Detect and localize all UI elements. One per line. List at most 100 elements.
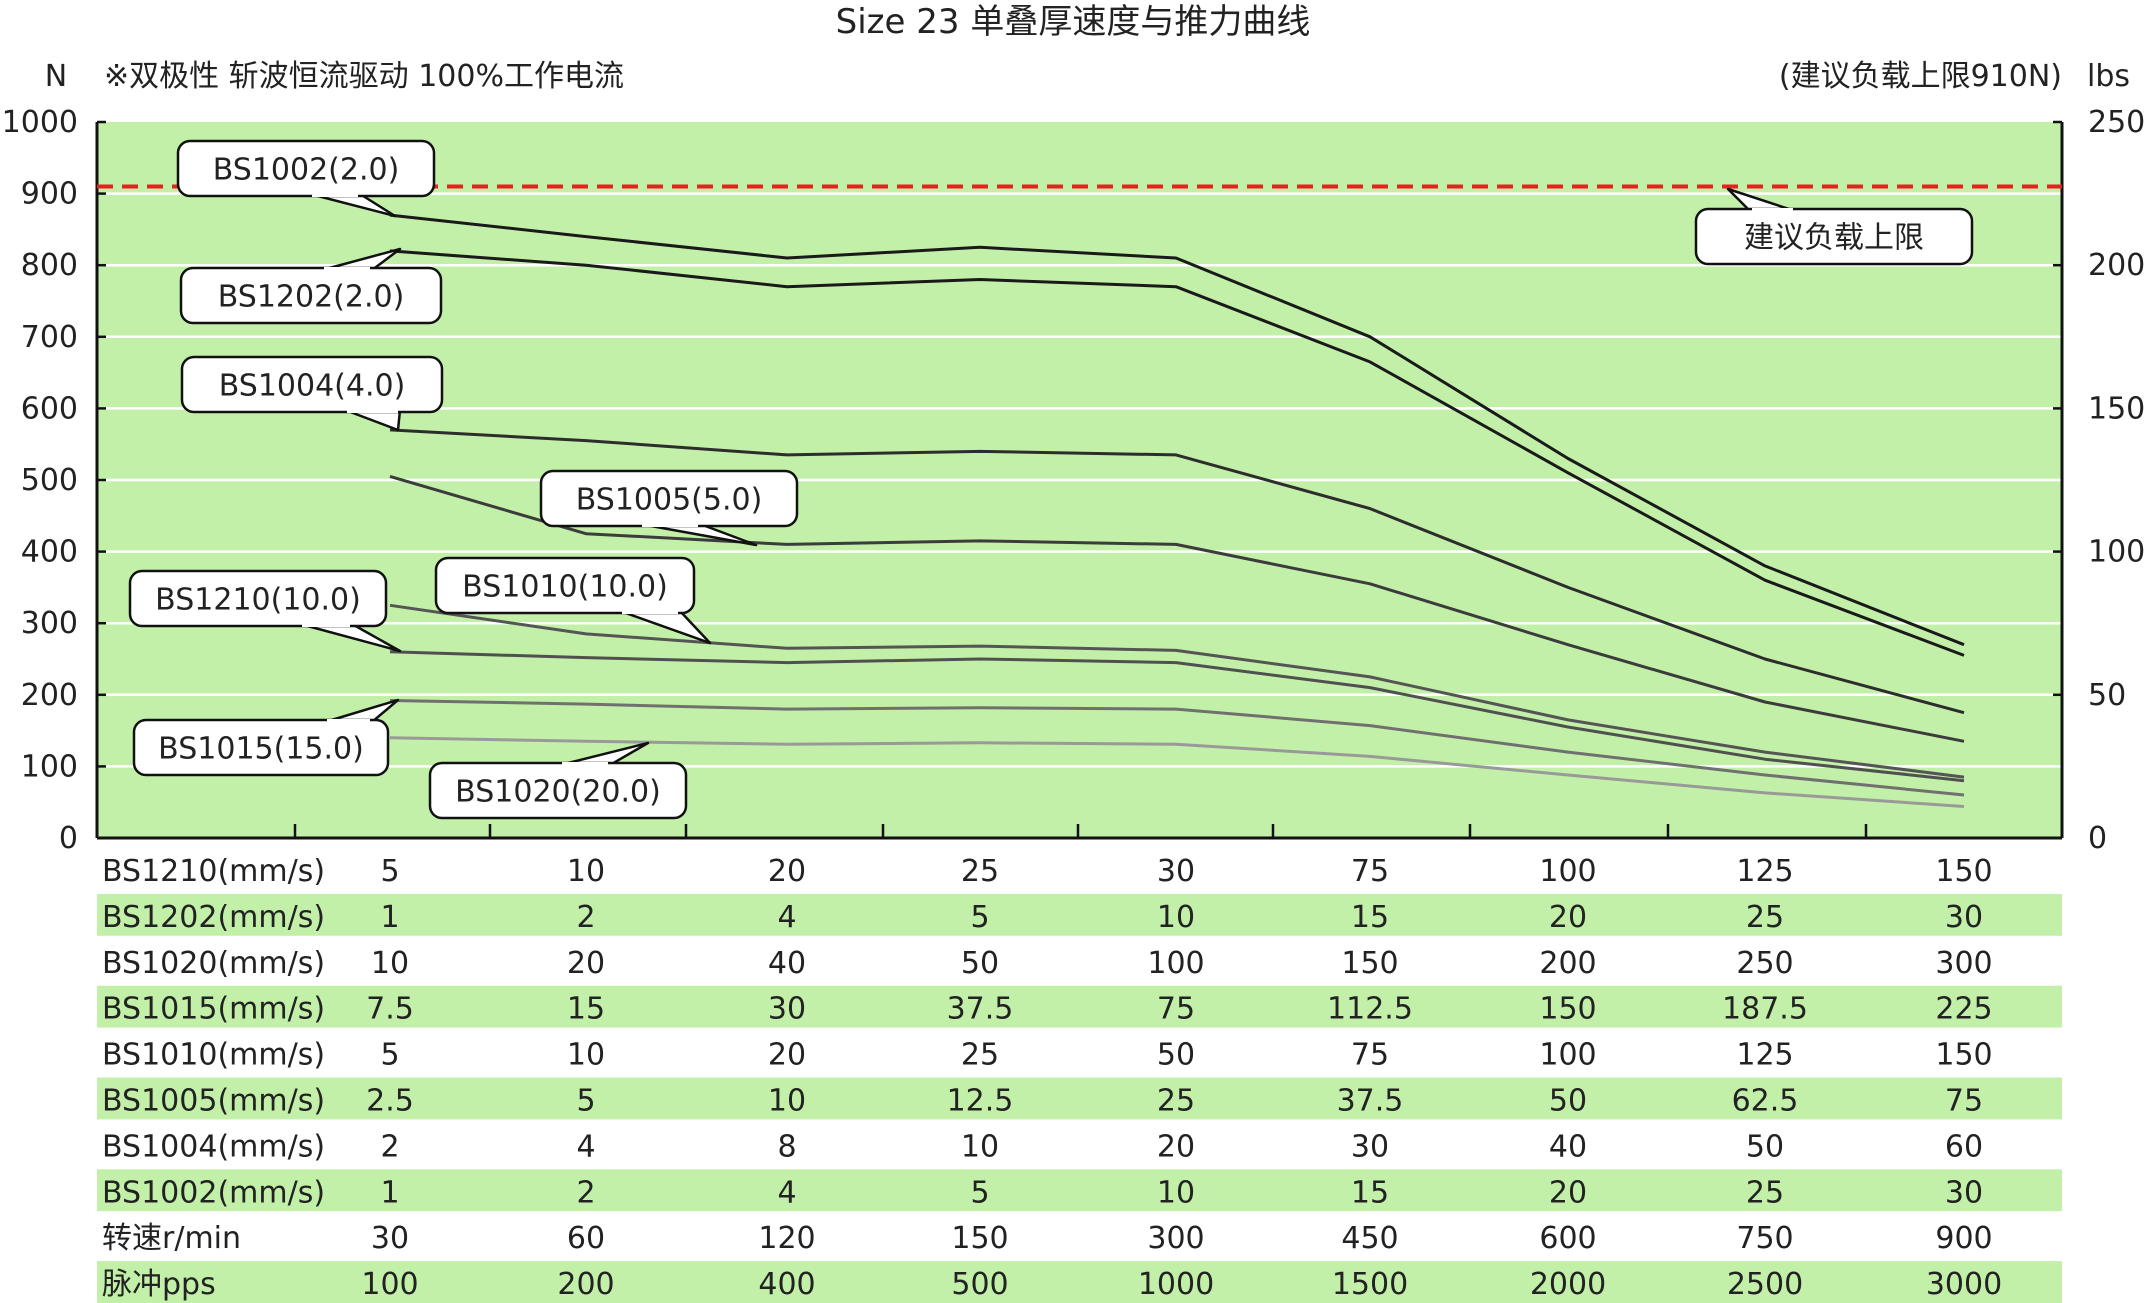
table-row-label: BS1210(mm/s) (102, 854, 325, 889)
callout-bs1020: BS1020(20.0) (428, 741, 688, 820)
callout-bs1015: BS1015(15.0) (132, 698, 400, 777)
table-cell: 10 (768, 1083, 806, 1118)
table-cell: 10 (371, 946, 409, 981)
table-cell: 15 (1351, 1175, 1389, 1210)
callout-load-limit: 建议负载上限 (1694, 187, 1974, 266)
table-cell: 75 (1351, 1038, 1389, 1073)
table-cell: 10 (961, 1129, 999, 1164)
series-line (389, 650, 1965, 783)
table-cell: 200 (1539, 946, 1596, 981)
table-cell: 112.5 (1327, 992, 1413, 1027)
series-line (389, 474, 1965, 743)
left-tick-label: 600 (21, 391, 78, 426)
callout-box (180, 355, 444, 414)
callout-label: BS1005(5.0) (576, 483, 763, 518)
table-cell: 30 (1351, 1129, 1389, 1164)
right-tick-label: 150 (2088, 391, 2145, 426)
right-tick-label: 100 (2088, 535, 2145, 570)
table-cell: 2 (380, 1129, 399, 1164)
table-cell: 400 (758, 1267, 815, 1302)
table-cell: 20 (1549, 1175, 1587, 1210)
table-cell: 100 (1539, 1038, 1596, 1073)
table-row-label: 脉冲pps (102, 1267, 216, 1302)
table-cell: 75 (1351, 854, 1389, 889)
table-cell: 250 (1736, 946, 1793, 981)
table-cell: 50 (1549, 1083, 1587, 1118)
table-cell: 150 (1935, 854, 1992, 889)
callout-box (132, 718, 390, 777)
table-cell: 75 (1157, 992, 1195, 1027)
series-line (389, 428, 1965, 715)
table-cell: 1000 (1138, 1267, 1214, 1302)
table-cell: 30 (1157, 854, 1195, 889)
table-cell: 150 (1935, 1038, 1992, 1073)
table-cell: 20 (768, 854, 806, 889)
table-cell: 100 (361, 1267, 418, 1302)
table-cell: 300 (1147, 1221, 1204, 1256)
left-tick-label: 800 (21, 248, 78, 283)
callout-bs1005: BS1005(5.0) (539, 469, 799, 547)
table-cell: 60 (567, 1221, 605, 1256)
callout-box (128, 569, 388, 628)
table-cell: 25 (961, 854, 999, 889)
callout-box (176, 139, 436, 198)
callout-box (428, 761, 688, 820)
table-row-band (97, 1077, 2062, 1120)
callout-label: BS1210(10.0) (155, 583, 361, 618)
table-cell: 200 (557, 1267, 614, 1302)
table-cell: 2.5 (366, 1083, 414, 1118)
table-cell: 40 (768, 946, 806, 981)
table-cell: 10 (1157, 900, 1195, 935)
plot-area: 0 100 200 300 400 500 600 700 800 900 1000 0 50 100 15… (2, 105, 2146, 856)
table-row-label: BS1020(mm/s) (102, 946, 325, 981)
table-cell: 62.5 (1732, 1083, 1799, 1118)
series-line (389, 603, 1965, 779)
table-cell: 4 (777, 1175, 796, 1210)
table-cell: 30 (1945, 900, 1983, 935)
table-cell: 150 (951, 1221, 1008, 1256)
table-cell: 25 (1746, 1175, 1784, 1210)
callout-label: BS1010(10.0) (462, 570, 668, 605)
table-cell: 15 (567, 992, 605, 1027)
table-cell: 60 (1945, 1129, 1983, 1164)
table-cell: 187.5 (1722, 992, 1808, 1027)
table-cell: 150 (1539, 992, 1596, 1027)
table-cell: 100 (1539, 854, 1596, 889)
callout-bs1004: BS1004(4.0) (180, 355, 444, 432)
table-cell: 20 (1549, 900, 1587, 935)
left-tick-label: 700 (21, 320, 78, 355)
left-tick-label: 400 (21, 535, 78, 570)
table-cell: 120 (758, 1221, 815, 1256)
table-cell: 5 (970, 900, 989, 935)
table-cell: 750 (1736, 1221, 1793, 1256)
right-tick-label: 200 (2088, 248, 2145, 283)
table-cell: 4 (777, 900, 796, 935)
table-cell: 2000 (1530, 1267, 1606, 1302)
table-row-band (97, 893, 2062, 936)
callout-label: BS1020(20.0) (455, 775, 661, 810)
table-row-label: BS1015(mm/s) (102, 992, 325, 1027)
table-cell: 1 (380, 900, 399, 935)
table-cell: 50 (1157, 1038, 1195, 1073)
table-cell: 600 (1539, 1221, 1596, 1256)
table-cell: 10 (567, 854, 605, 889)
left-axis-unit: N (45, 59, 67, 94)
table-cell: 125 (1736, 1038, 1793, 1073)
callout-bs1002: BS1002(2.0) (176, 139, 436, 218)
table-cell: 5 (970, 1175, 989, 1210)
table-cell: 3000 (1926, 1267, 2002, 1302)
series-line (389, 249, 1965, 657)
left-tick-label: 500 (21, 463, 78, 498)
table-cell: 12.5 (947, 1083, 1014, 1118)
table-cell: 25 (961, 1038, 999, 1073)
table-cell: 30 (768, 992, 806, 1027)
callout-box (1694, 207, 1974, 266)
table-row-label: BS1202(mm/s) (102, 900, 325, 935)
table-cell: 50 (961, 946, 999, 981)
table-cell: 25 (1746, 900, 1784, 935)
table-cell: 8 (777, 1129, 796, 1164)
table-cell: 10 (1157, 1175, 1195, 1210)
table-cell: 1 (380, 1175, 399, 1210)
table-cell: 5 (576, 1083, 595, 1118)
